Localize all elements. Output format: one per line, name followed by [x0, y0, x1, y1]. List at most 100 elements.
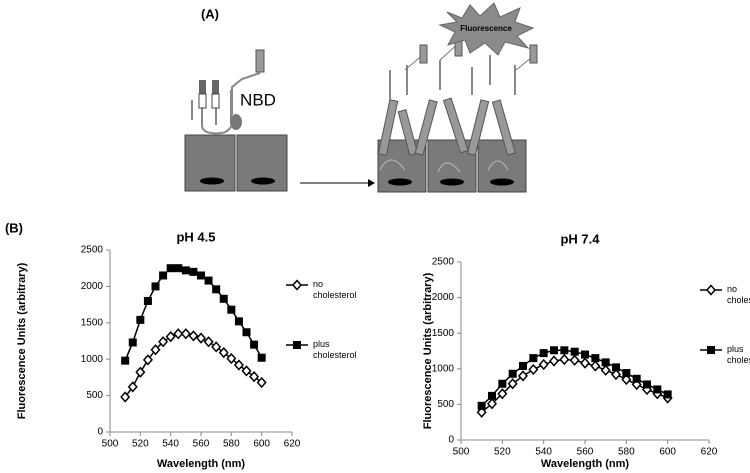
segment: [529, 44, 538, 64]
marker: [204, 276, 213, 285]
x-tick-label: 540: [162, 439, 179, 450]
marker: [212, 285, 221, 294]
x-tick-label: 620: [284, 439, 301, 450]
marker: [612, 363, 620, 372]
marker: [257, 353, 266, 362]
marker: [488, 391, 496, 400]
marker: [120, 391, 131, 403]
marker: [203, 336, 214, 348]
marker: [166, 264, 175, 273]
diagram-left: NBD: [184, 49, 288, 192]
legend-label: no cholesterol: [727, 284, 750, 305]
legend-label: plus cholesterol: [727, 344, 750, 365]
marker: [227, 305, 236, 314]
x-tick-label: 620: [701, 447, 718, 458]
peptide: [191, 90, 235, 135]
marker: [189, 267, 198, 276]
marker: [590, 360, 601, 372]
marker: [135, 366, 146, 378]
marker: [601, 358, 610, 367]
x-tick-label: 600: [659, 447, 676, 458]
marker: [121, 356, 130, 365]
chart-title: pH 7.4: [560, 231, 600, 246]
x-tick-label: 560: [577, 447, 594, 458]
y-tick-label: 1500: [432, 328, 455, 339]
marker: [158, 336, 169, 348]
legend-marker: [705, 284, 717, 296]
x-tick-label: 540: [535, 447, 552, 458]
segment: [212, 80, 219, 94]
marker: [477, 401, 486, 410]
marker: [570, 347, 579, 356]
linker: [231, 72, 261, 115]
marker: [233, 359, 244, 371]
legend-marker: [707, 346, 715, 354]
marker: [226, 352, 237, 365]
marker: [143, 296, 152, 305]
marker: [579, 357, 591, 369]
marker: [538, 358, 549, 371]
marker: [591, 354, 600, 363]
y-tick-label: 0: [448, 435, 454, 446]
marker: [211, 341, 222, 353]
y-tick-label: 500: [437, 399, 454, 410]
marker: [256, 376, 267, 389]
spot: [440, 178, 464, 186]
helix: [397, 109, 419, 156]
panel-label: (B): [5, 220, 23, 235]
y-tick-label: 500: [86, 390, 103, 401]
y-axis-label: Fluorescence Units (arbitrary): [422, 272, 434, 429]
marker: [173, 328, 184, 340]
chart-title: pH 4.5: [176, 229, 215, 244]
legend-label: no cholesterol: [313, 279, 357, 300]
marker: [128, 338, 137, 347]
probe-label: NBD: [240, 90, 276, 109]
marker: [519, 361, 527, 370]
burst: [438, 2, 535, 56]
y-tick-label: 2500: [432, 257, 455, 268]
series-line: [124, 267, 263, 361]
spot: [388, 178, 412, 186]
marker: [581, 350, 589, 359]
marker: [188, 330, 199, 342]
marker: [663, 390, 672, 399]
helix: [414, 99, 438, 156]
helix: [377, 99, 399, 156]
segment: [419, 44, 428, 64]
marker: [529, 354, 538, 363]
y-tick-label: 2000: [81, 281, 104, 292]
marker: [653, 385, 662, 394]
arrow-head: [368, 179, 375, 187]
marker: [242, 328, 251, 337]
helix: [442, 97, 469, 154]
x-tick-label: 520: [494, 447, 511, 458]
x-tick-label: 500: [102, 439, 119, 450]
marker: [621, 373, 632, 386]
y-axis-label: Fluorescence Units (arbitrary): [16, 262, 28, 419]
helix-tail: [389, 55, 516, 100]
x-tick-label: 560: [193, 439, 210, 450]
x-tick-label: 520: [132, 439, 149, 450]
x-tick-label: 600: [253, 439, 270, 450]
y-tick-label: 2000: [432, 292, 455, 303]
helix: [491, 99, 516, 156]
marker: [219, 294, 228, 303]
legend-label: plus cholesterol: [313, 339, 357, 360]
marker: [498, 379, 507, 388]
marker: [142, 354, 153, 366]
marker: [151, 282, 160, 291]
marker: [136, 315, 145, 324]
marker: [497, 388, 508, 400]
x-tick-label: 580: [223, 439, 240, 450]
marker: [174, 264, 183, 273]
marker: [539, 349, 548, 358]
marker: [550, 346, 558, 355]
marker: [249, 371, 260, 383]
marker: [150, 344, 161, 356]
x-axis-label: Wavelength (nm): [541, 458, 630, 470]
marker: [234, 317, 243, 326]
probe-dot: [230, 114, 242, 130]
marker: [476, 406, 487, 418]
